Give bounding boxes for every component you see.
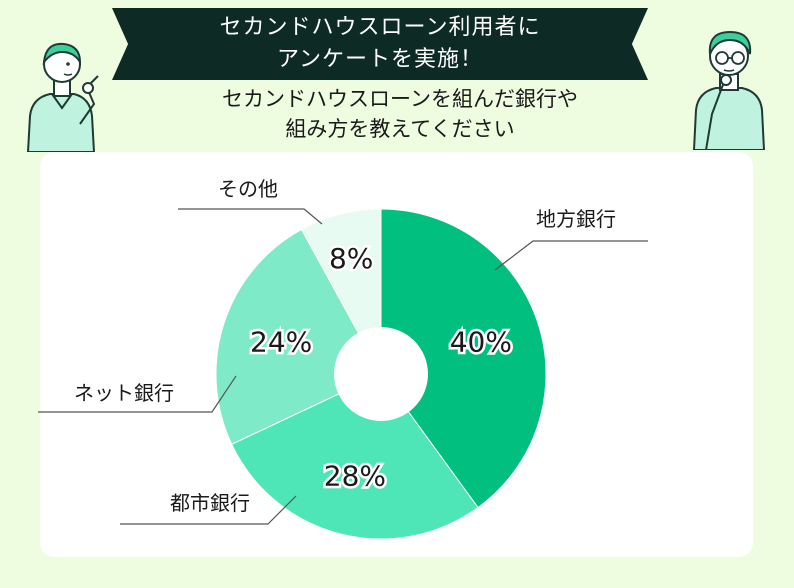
slice-chihou-ginko	[380, 208, 547, 509]
question-line-2: 組み方を教えてください	[285, 117, 515, 141]
callout-leader-line	[38, 375, 237, 413]
question-line-1: セカンドハウスローンを組んだ銀行や	[222, 87, 578, 111]
slice-value-label: 28%	[324, 460, 386, 493]
slice-value-label: 24%	[250, 326, 312, 359]
pointing-person-illustration	[26, 42, 99, 152]
thinking-person-illustration	[692, 30, 766, 150]
slice-value-label: 40%	[450, 326, 512, 359]
category-label: 都市銀行	[170, 491, 250, 515]
callout-leader-line	[494, 240, 648, 271]
slice-value-label: 8%	[329, 242, 373, 275]
slice-toshi-ginko	[231, 373, 479, 540]
survey-question: セカンドハウスローンを組んだ銀行や 組み方を教えてください	[160, 84, 640, 144]
donut-hole	[334, 327, 428, 421]
callout-leader-line	[120, 495, 297, 525]
callout-leader-line	[178, 208, 323, 225]
category-label: ネット銀行	[74, 381, 174, 405]
title-banner: セカンドハウスローン利用者に アンケートを実施！	[112, 8, 648, 80]
category-label: 地方銀行	[536, 207, 616, 231]
title-line-2: アンケートを実施！	[276, 47, 484, 72]
category-label: その他	[218, 177, 278, 201]
title-line-1: セカンドハウスローン利用者に	[219, 15, 541, 40]
